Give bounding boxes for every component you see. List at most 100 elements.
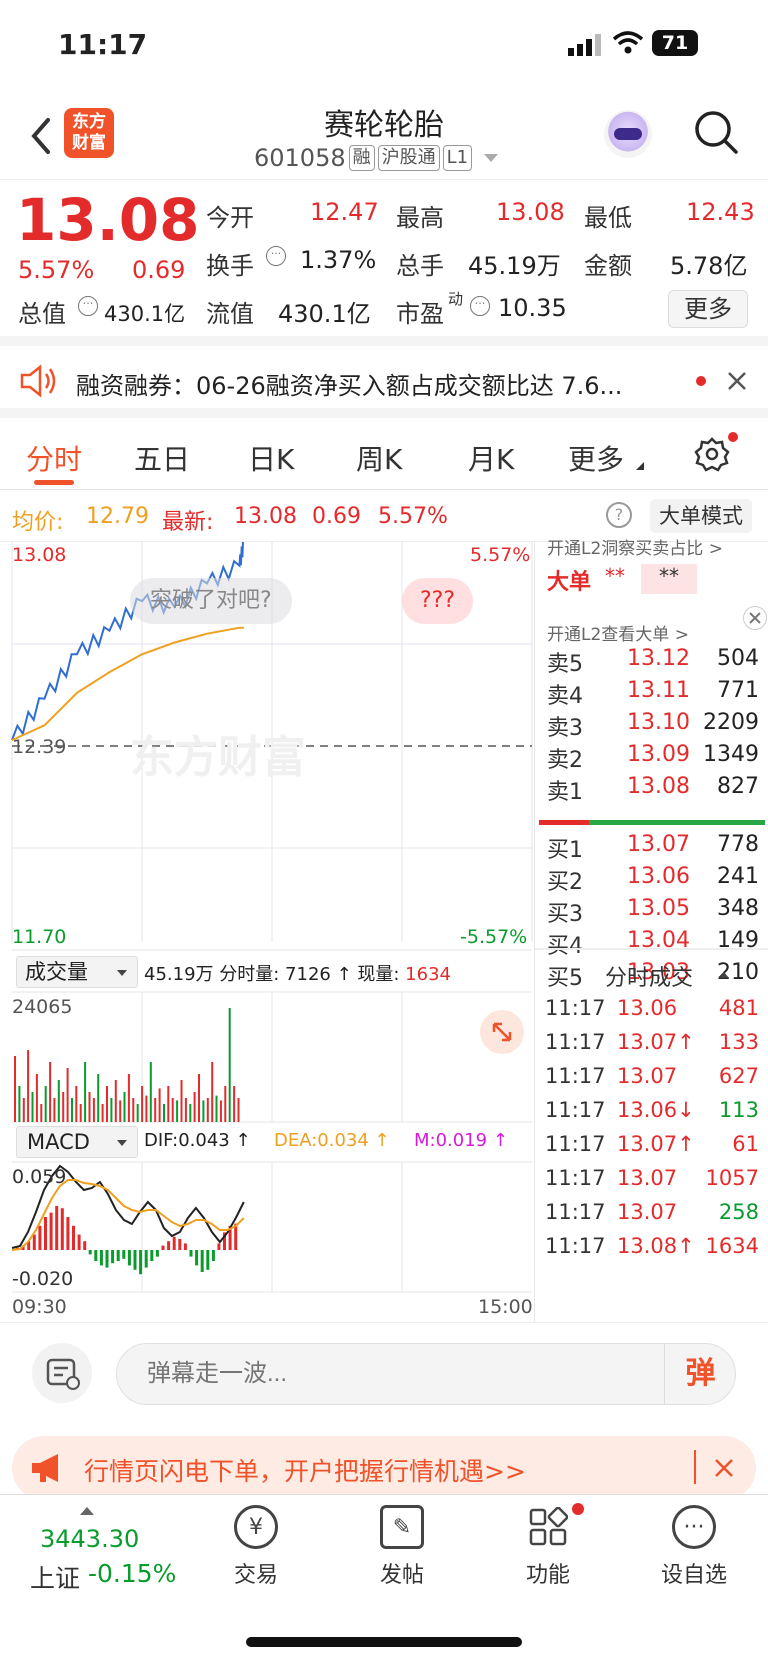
tick-volume: 113 [718, 1098, 759, 1122]
close-icon[interactable] [743, 606, 767, 630]
triangle-small-icon [636, 462, 644, 470]
price-chart[interactable]: 东方财富 [0, 542, 534, 1322]
nav-post[interactable]: ✎ 发帖 [342, 1505, 462, 1589]
tab-day-k[interactable]: 日K [248, 443, 295, 476]
index-ticker[interactable]: 3443.30 上证 -0.15% [20, 1501, 200, 1593]
unread-dot [696, 376, 706, 386]
big-order-mode-button[interactable]: 大单模式 [650, 499, 752, 533]
volume-bar [66, 1068, 69, 1122]
notice-text: 融资融券：06-26融资净买入额占成交额比达 7.6... [76, 372, 623, 400]
tick-time: 11:17 [545, 1098, 606, 1122]
volume-indicator-select[interactable]: 成交量 [16, 956, 138, 988]
price-lines [11, 542, 244, 742]
chevron-left-icon[interactable] [24, 114, 58, 158]
order-row: 买4 13.04 149 [535, 924, 768, 959]
tick-time: 11:17 [545, 1132, 606, 1156]
danmu-send-button[interactable]: 弹 [664, 1343, 736, 1405]
danmu-list-icon[interactable] [32, 1343, 92, 1403]
time-start-label: 09:30 [12, 1296, 67, 1318]
tab-intraday[interactable]: 分时 [26, 443, 83, 476]
volume-bar [31, 1092, 34, 1122]
search-icon[interactable] [692, 108, 740, 156]
stock-code-row[interactable]: 601058 融 沪股通 L1 [254, 144, 499, 172]
info-dots-icon[interactable]: ··· [266, 246, 286, 266]
volume-bar [176, 1100, 179, 1122]
tick-time: 11:17 [545, 1166, 606, 1190]
close-icon[interactable] [726, 370, 748, 392]
tick-time: 11:17 [545, 996, 606, 1020]
time-end-label: 15:00 [478, 1296, 533, 1318]
nav-add-watchlist[interactable]: ··· 设自选 [634, 1505, 754, 1589]
order-level-label: 卖5 [547, 652, 583, 677]
order-row: 卖3 13.10 2209 [535, 706, 768, 741]
macd-bar [60, 1208, 64, 1250]
more-icon: ··· [672, 1505, 716, 1549]
nav-trade[interactable]: ¥ 交易 [196, 1505, 316, 1589]
tick-price: 13.07 [617, 1166, 678, 1190]
volume-bar [189, 1104, 192, 1122]
notice-bar[interactable]: 融资融券：06-26融资净买入额占成交额比达 7.6... [0, 346, 768, 418]
pct-change: 5.57% [18, 256, 95, 284]
macd-bar [66, 1217, 70, 1250]
macd-bar [94, 1250, 98, 1261]
nav-functions[interactable]: 功能 [488, 1505, 608, 1589]
macd-bar [127, 1250, 131, 1266]
macd-bar [111, 1250, 115, 1264]
macd-bar [195, 1250, 199, 1266]
macd-indicator-label: MACD [27, 1130, 90, 1154]
high-label: 最高 [396, 204, 444, 232]
macd-bar [83, 1241, 87, 1250]
nav-post-label: 发帖 [379, 1563, 424, 1588]
tab-more[interactable]: 更多 [568, 443, 625, 476]
tick-row: 11:17 13.07 258 [535, 1196, 768, 1230]
macd-dea-value: DEA:0.034 ↑ [274, 1130, 390, 1151]
macd-bar [172, 1236, 176, 1250]
order-price: 13.03 [627, 960, 690, 985]
volume-value: 45.19万 [468, 252, 561, 280]
volume-bar [79, 1104, 82, 1122]
settings-gear-icon[interactable] [694, 436, 730, 472]
info-dots-icon[interactable]: ··· [78, 296, 98, 316]
order-price: 13.08 [627, 774, 690, 799]
order-price: 13.11 [627, 678, 690, 703]
volume-bar [206, 1098, 209, 1122]
volume-bar [27, 1050, 30, 1122]
order-row: 买1 13.07 778 [535, 828, 768, 863]
danmu-bar: 弹 [0, 1322, 768, 1422]
tick-row: 11:17 13.08↑ 1634 [535, 1230, 768, 1264]
order-level-label: 买3 [547, 902, 583, 927]
tick-row: 11:17 13.07 627 [535, 1060, 768, 1094]
l2-hint[interactable]: 开通L2查看大单 > [547, 625, 689, 645]
macd-max-label: 0.059 [12, 1166, 67, 1188]
danmu-input[interactable] [116, 1343, 736, 1405]
nav-add-watchlist-label: 设自选 [660, 1563, 727, 1588]
tab-month-k[interactable]: 月K [468, 443, 515, 476]
info-dots-icon[interactable]: ··· [470, 296, 490, 316]
macd-bar [133, 1250, 137, 1270]
close-icon[interactable] [712, 1456, 736, 1480]
app-logo: 东方 财富 [64, 108, 114, 158]
tick-row: 11:17 13.07↑ 61 [535, 1128, 768, 1162]
tab-five-day[interactable]: 五日 [134, 443, 191, 476]
tab-week-k[interactable]: 周K [356, 443, 403, 476]
big-order-label: 大单 [547, 570, 592, 595]
l2-hint[interactable]: 开通L2洞察买卖占比 > [547, 539, 723, 559]
ticks-title[interactable]: 分时成交 [605, 966, 694, 991]
promo-banner[interactable]: 行情页闪电下单，开户把握行情机遇>> [12, 1436, 756, 1500]
intraday-chart-area[interactable]: 东方财富 13.08 5.57% 12.39 11.70 -5.57% 突破了对… [0, 542, 534, 1322]
tag-level: L1 [442, 145, 473, 171]
tick-volume: 61 [732, 1132, 759, 1156]
more-button[interactable]: 更多 [668, 290, 748, 328]
macd-bar [88, 1250, 92, 1255]
y-min-pct: -5.57% [460, 926, 528, 948]
help-icon[interactable]: ? [606, 502, 632, 528]
macd-indicator-select[interactable]: MACD [16, 1126, 138, 1158]
volume-bar [233, 1086, 236, 1122]
avg-price-line [11, 626, 244, 742]
expand-icon[interactable] [480, 1010, 524, 1054]
volume-bar [75, 1086, 78, 1122]
order-row: 卖2 13.09 1349 [535, 738, 768, 773]
volume-info-text: 45.19万 分时量: 7126 ↑ 现量: [144, 964, 406, 985]
macd-bar [116, 1250, 120, 1261]
robot-avatar-icon[interactable] [604, 110, 652, 158]
